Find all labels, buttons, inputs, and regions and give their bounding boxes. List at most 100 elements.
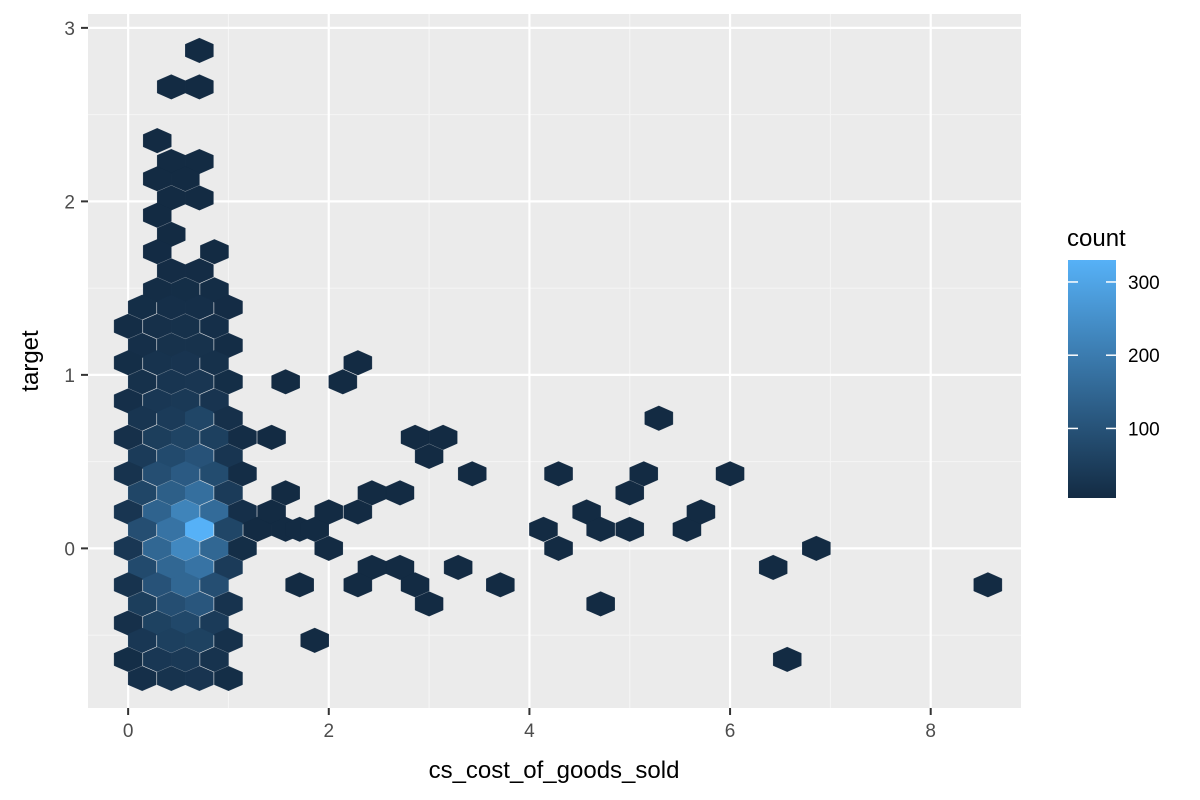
hex-bin bbox=[127, 591, 157, 617]
hex-bin bbox=[200, 350, 229, 376]
legend-tick-label: 300 bbox=[1128, 273, 1160, 294]
hex-bin bbox=[271, 480, 300, 506]
hex-bin bbox=[615, 516, 644, 542]
hex-bin bbox=[328, 369, 358, 395]
hex-bin bbox=[544, 461, 573, 487]
minor-gridlines bbox=[88, 14, 1021, 708]
hex-bin bbox=[171, 424, 200, 450]
hex-bin bbox=[200, 646, 229, 672]
hex-bin bbox=[644, 405, 674, 431]
hex-bin bbox=[113, 461, 143, 487]
hex-bin bbox=[385, 480, 415, 506]
hex-bin bbox=[428, 424, 458, 450]
hex-bin bbox=[973, 572, 1003, 598]
hex-bin bbox=[185, 258, 214, 284]
hex-bin bbox=[544, 535, 573, 561]
hex-bin bbox=[127, 665, 157, 692]
hex-bin bbox=[127, 369, 157, 395]
hex-bin bbox=[228, 461, 257, 487]
hex-bin bbox=[214, 405, 243, 431]
hex-bin bbox=[629, 461, 658, 487]
hex-bin bbox=[314, 535, 343, 561]
hex-bin bbox=[214, 627, 243, 653]
hex-bin bbox=[113, 313, 143, 339]
x-tick-label: 8 bbox=[925, 721, 936, 742]
hex-bin bbox=[142, 128, 172, 154]
hex-bin bbox=[773, 646, 802, 672]
y-tick-label: 2 bbox=[64, 192, 75, 213]
color-legend: count 100 200 300 bbox=[1067, 225, 1160, 498]
hex-bin bbox=[127, 627, 157, 653]
hex-bin bbox=[185, 37, 214, 64]
hex-bin bbox=[185, 74, 214, 100]
hex-bin bbox=[385, 554, 415, 581]
hex-bin bbox=[759, 554, 788, 581]
hex-bin bbox=[185, 516, 214, 542]
hex-bin bbox=[127, 294, 157, 320]
hex-bin bbox=[171, 313, 200, 339]
hex-bin bbox=[228, 424, 257, 450]
hex-bin bbox=[214, 294, 243, 320]
x-tick-label: 4 bbox=[524, 721, 535, 742]
hex-bin bbox=[715, 461, 745, 487]
hex-bins bbox=[113, 37, 1003, 692]
hex-bin bbox=[127, 405, 157, 431]
legend-tick-label: 200 bbox=[1128, 346, 1160, 367]
hex-bin bbox=[171, 461, 200, 487]
hex-bin bbox=[185, 369, 214, 395]
hex-bin bbox=[228, 535, 257, 561]
legend-title: count bbox=[1067, 225, 1126, 252]
x-tick-label: 0 bbox=[123, 721, 134, 742]
y-axis-title: target bbox=[17, 330, 44, 392]
legend-tick-label: 100 bbox=[1128, 419, 1160, 440]
hex-bin bbox=[127, 516, 157, 542]
hex-bin bbox=[802, 535, 831, 561]
hex-bin bbox=[285, 572, 314, 598]
hex-bin bbox=[458, 461, 487, 487]
hex-bin bbox=[171, 350, 200, 376]
x-axis-title: cs_cost_of_goods_sold bbox=[429, 757, 680, 784]
hex-bin bbox=[171, 535, 200, 561]
hex-bin bbox=[343, 499, 373, 525]
y-axis: 0 1 2 3 bbox=[64, 19, 88, 560]
y-tick-label: 0 bbox=[64, 539, 75, 560]
hex-bin bbox=[185, 405, 214, 431]
hex-bin bbox=[586, 591, 615, 617]
hex-bin bbox=[686, 499, 716, 525]
legend-colorbar bbox=[1068, 260, 1116, 498]
hex-bin bbox=[314, 499, 343, 525]
y-tick-label: 1 bbox=[64, 366, 75, 387]
x-tick-label: 6 bbox=[725, 721, 736, 742]
hex-bin bbox=[127, 480, 157, 506]
hex-bin bbox=[185, 480, 214, 506]
hex-bin bbox=[414, 591, 444, 617]
hex-bin bbox=[214, 369, 243, 395]
hex-bin bbox=[113, 572, 143, 598]
hex-bin bbox=[414, 443, 444, 469]
hex-bin bbox=[185, 294, 214, 320]
hex-bin bbox=[615, 480, 644, 506]
hex-bin bbox=[214, 480, 243, 506]
y-tick-label: 3 bbox=[64, 19, 75, 40]
hex-bin bbox=[113, 535, 143, 561]
plot-panel bbox=[88, 14, 1021, 708]
hex-bin bbox=[142, 202, 172, 228]
hex-bin bbox=[200, 572, 229, 598]
hex-bin bbox=[486, 572, 515, 598]
hex-bin bbox=[113, 646, 143, 672]
hex-bin bbox=[529, 516, 558, 542]
hex-bin bbox=[142, 239, 172, 265]
x-tick-label: 2 bbox=[323, 721, 334, 742]
hex-bin bbox=[214, 665, 243, 692]
hex-bin bbox=[257, 424, 286, 450]
hex-bin bbox=[586, 516, 615, 542]
hex-bin bbox=[185, 185, 214, 211]
hex-bin bbox=[200, 239, 229, 265]
hex-bin bbox=[214, 591, 243, 617]
hex-bin bbox=[185, 627, 214, 653]
hex-bin bbox=[113, 424, 143, 450]
hex-bin bbox=[171, 646, 200, 672]
x-axis: 0 2 4 6 8 bbox=[123, 708, 936, 742]
hex-bin bbox=[171, 572, 200, 598]
